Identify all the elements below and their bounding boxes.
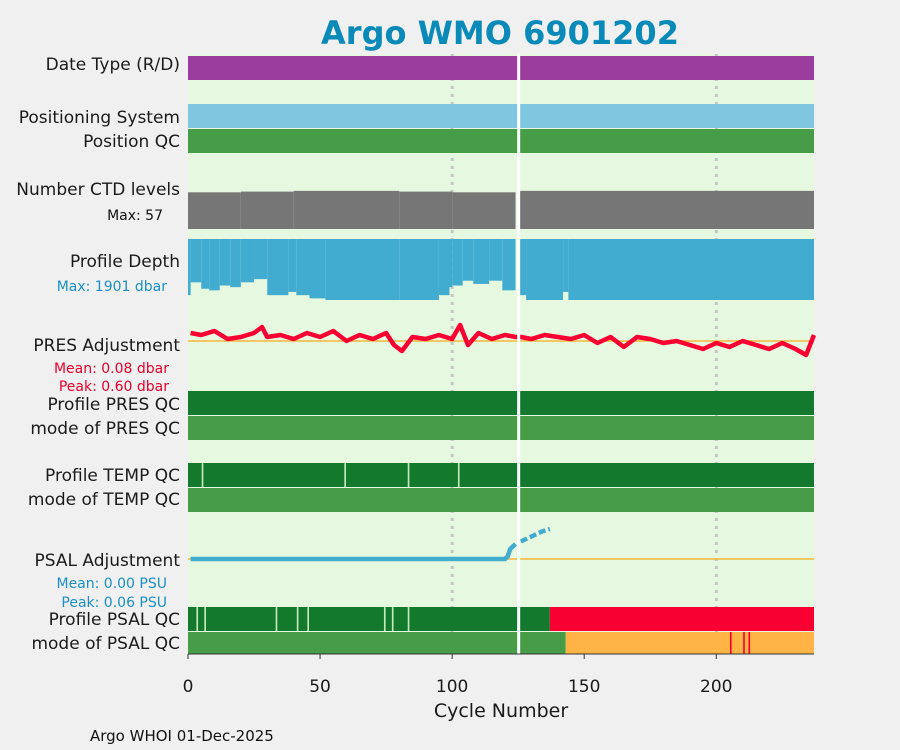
- x-tick-label: 150: [568, 677, 600, 697]
- row-label-position-qc: Position QC: [83, 132, 180, 152]
- profile-psal-qc-break: [307, 607, 310, 631]
- profile-depth-bar: [526, 239, 564, 300]
- profile-depth-bar: [309, 239, 326, 299]
- ctd-levels-bar: [518, 190, 814, 229]
- profile-psal-qc-segment: [549, 607, 814, 631]
- profile-psal-qc-break: [204, 607, 206, 631]
- x-tick-label: 200: [700, 677, 732, 697]
- profile-psal-qc-break: [391, 607, 394, 631]
- plot-area: [188, 54, 814, 654]
- profile-depth-bar: [563, 239, 569, 292]
- ctd-levels-bar: [399, 191, 453, 229]
- profile-depth-bar: [188, 239, 191, 296]
- profile-temp-qc-break: [344, 463, 346, 487]
- profile-depth-bar: [230, 239, 241, 288]
- profile-depth-bar: [190, 239, 202, 283]
- profile-psal-qc-break: [383, 607, 386, 631]
- pres-mean-label: Mean: 0.08 dbar: [54, 361, 169, 377]
- mode-psal-qc-break: [748, 632, 751, 654]
- profile-depth-bar: [462, 239, 474, 281]
- row-label-mode-psal-qc: mode of PSAL QC: [31, 634, 180, 654]
- row-label-mode-temp-qc: mode of TEMP QC: [28, 490, 180, 510]
- mode-temp-qc-segment: [188, 488, 814, 512]
- row-label-pres-adjustment: PRES Adjustment: [33, 336, 180, 356]
- footer-credit: Argo WHOI 01-Dec-2025: [90, 727, 274, 745]
- row-label-profile-psal-qc: Profile PSAL QC: [49, 610, 180, 630]
- ctd-max-label: Max: 57: [107, 208, 163, 224]
- profile-depth-bar: [473, 239, 490, 284]
- profile-psal-qc-break: [296, 607, 299, 631]
- depth-max-label: Max: 1901 dbar: [57, 279, 168, 295]
- profile-depth-bar: [489, 239, 503, 281]
- ctd-levels-bar: [188, 192, 241, 229]
- profile-depth-bar: [209, 239, 220, 291]
- mode-psal-qc-segment: [188, 632, 566, 654]
- profile-pres-qc-segment: [188, 391, 814, 415]
- gap-cycle-line: [517, 54, 521, 654]
- mode-psal-qc-segment: [565, 632, 814, 654]
- profile-depth-bar: [288, 239, 297, 292]
- profile-depth-bar: [201, 239, 210, 289]
- pres-peak-label: Peak: 0.60 dbar: [59, 379, 169, 395]
- row-label-profile-depth: Profile Depth: [70, 252, 180, 272]
- row-label-ctd-levels: Number CTD levels: [16, 180, 180, 200]
- x-tick-label: 50: [309, 677, 331, 697]
- ctd-levels-bar: [240, 191, 294, 229]
- profile-depth-bar: [240, 239, 255, 283]
- profile-temp-qc-break: [457, 463, 460, 487]
- rows-layer: [188, 56, 817, 654]
- profile-depth-bar: [518, 239, 527, 296]
- psal-adjustment-line: [190, 542, 518, 562]
- profile-depth-bar: [267, 239, 289, 296]
- mode-psal-qc-break: [743, 632, 745, 654]
- profile-psal-qc-break: [196, 607, 199, 631]
- profile-depth-bar: [452, 239, 463, 286]
- mode-psal-qc-break: [729, 632, 732, 654]
- profile-psal-qc-segment: [188, 607, 550, 631]
- row-label-profile-temp-qc: Profile TEMP QC: [45, 466, 180, 486]
- profile-depth-bar: [296, 239, 310, 296]
- row-label-psal-adjustment: PSAL Adjustment: [35, 551, 181, 571]
- profile-psal-qc-break: [407, 607, 410, 631]
- mode-pres-qc-segment: [188, 416, 814, 440]
- psal-mean-label: Mean: 0.00 PSU: [56, 576, 167, 592]
- chart-title: Argo WMO 6901202: [321, 14, 679, 52]
- profile-depth-bar: [449, 239, 453, 288]
- pres-adjustment-line: [190, 322, 817, 358]
- x-tick-label: 0: [183, 677, 194, 697]
- profile-depth-bar: [219, 239, 231, 286]
- profile-depth-bar: [325, 239, 347, 300]
- x-tick-label: 100: [436, 677, 468, 697]
- profile-temp-qc-break: [407, 463, 410, 487]
- profile-depth-bar: [438, 239, 450, 296]
- ctd-levels-bar: [293, 190, 400, 229]
- profile-temp-qc-segment: [188, 463, 814, 487]
- data-type-segment: [188, 56, 814, 80]
- profile-psal-qc-break: [275, 607, 278, 631]
- row-label-data-type: Date Type (R/D): [46, 55, 180, 75]
- psal-peak-label: Peak: 0.06 PSU: [61, 595, 167, 611]
- profile-temp-qc-break: [201, 463, 204, 487]
- row-label-positioning: Positioning System: [19, 108, 180, 128]
- ctd-levels-bar: [452, 192, 516, 229]
- position-qc-segment: [188, 129, 814, 153]
- x-axis: 0 50 100 150 200: [183, 653, 814, 697]
- profile-depth-bar: [254, 239, 268, 280]
- row-label-profile-pres-qc: Profile PRES QC: [47, 395, 180, 415]
- profile-depth-bar: [568, 239, 814, 300]
- psal-adjustment-line-after: [519, 526, 551, 544]
- profile-depth-bar: [346, 239, 400, 300]
- gap-layer: [517, 54, 521, 654]
- positioning-segment: [188, 104, 814, 128]
- row-label-mode-pres-qc: mode of PRES QC: [30, 419, 180, 439]
- x-axis-label: Cycle Number: [434, 700, 568, 722]
- profile-depth-bar: [399, 239, 439, 300]
- profile-depth-bar: [502, 239, 516, 291]
